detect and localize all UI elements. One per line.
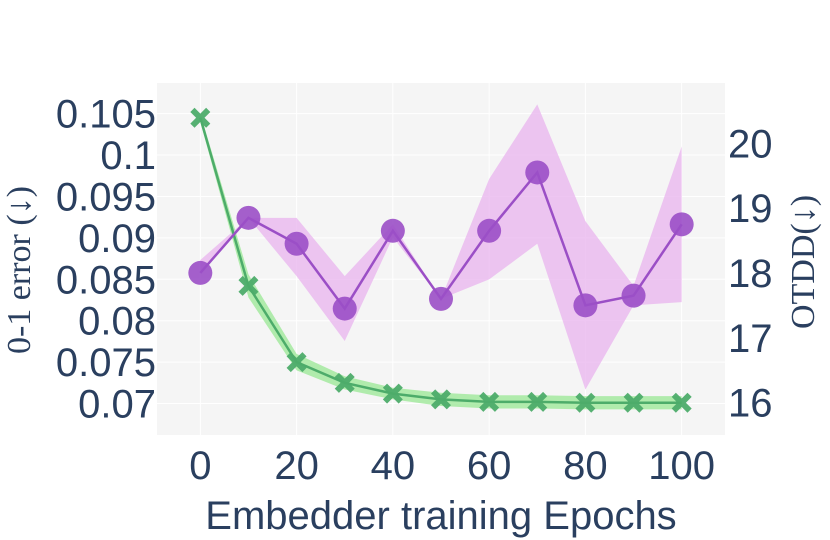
plot-area: [157, 83, 725, 435]
series-0-point: [286, 352, 307, 373]
y-right-tick-label: 18: [728, 252, 773, 296]
y-left-tick-label: 0.09: [78, 217, 156, 261]
x-tick-label: 0: [189, 444, 211, 488]
series-0-point: [334, 372, 355, 393]
series-0-point: [575, 392, 596, 413]
x-axis-ticks: 0 20 40 60 80 100: [189, 444, 715, 488]
grid: [157, 83, 725, 435]
error-bands: [200, 104, 682, 410]
series-markers: [188, 107, 694, 413]
y-right-tick-label: 19: [728, 187, 773, 231]
y-right-tick-label: 17: [728, 317, 773, 361]
series-1-band: [200, 104, 682, 390]
y-left-tick-label: 0.105: [56, 93, 156, 137]
series-0-point: [623, 392, 644, 413]
series-0-point: [431, 389, 451, 410]
y-axis-right-title: OTDD(↓): [785, 195, 822, 329]
series-0-point: [238, 275, 259, 296]
x-tick-label: 80: [563, 444, 608, 488]
y-left-tick-label: 0.075: [56, 341, 156, 385]
y-right-tick-label: 20: [728, 122, 773, 166]
y-left-tick-label: 0.1: [100, 134, 156, 178]
series-1-point: [621, 283, 646, 308]
series-1-point: [380, 218, 405, 243]
y-axis-right-ticks: 16 17 18 19 20: [728, 122, 773, 425]
x-tick-label: 100: [648, 444, 715, 488]
series-0-point: [527, 391, 548, 412]
series-1-point: [669, 212, 694, 237]
y-left-tick-label: 0.095: [56, 175, 156, 219]
y-left-tick-label: 0.085: [56, 258, 156, 302]
y-right-tick-label: 16: [728, 382, 773, 426]
series-1-point: [573, 293, 598, 318]
series-0-point: [382, 383, 403, 404]
series-1-point: [284, 231, 309, 256]
series-1-point: [477, 218, 502, 243]
y-left-tick-label: 0.08: [78, 300, 156, 344]
series-1-point: [429, 286, 453, 311]
x-tick-label: 60: [467, 444, 512, 488]
y-left-tick-label: 0.07: [78, 383, 156, 427]
x-tick-label: 20: [274, 444, 319, 488]
x-axis-title: Embedder training Epochs: [205, 494, 676, 538]
series-0-point: [671, 392, 692, 413]
series-1-point: [332, 296, 357, 321]
series-1-point: [188, 260, 213, 285]
series-1-point: [236, 205, 261, 230]
series-1-point: [525, 160, 550, 185]
series-0-point: [479, 391, 500, 412]
series-0-point: [190, 107, 211, 128]
y-axis-left-title: 0-1 error (↓): [1, 186, 38, 354]
x-tick-label: 40: [371, 444, 416, 488]
